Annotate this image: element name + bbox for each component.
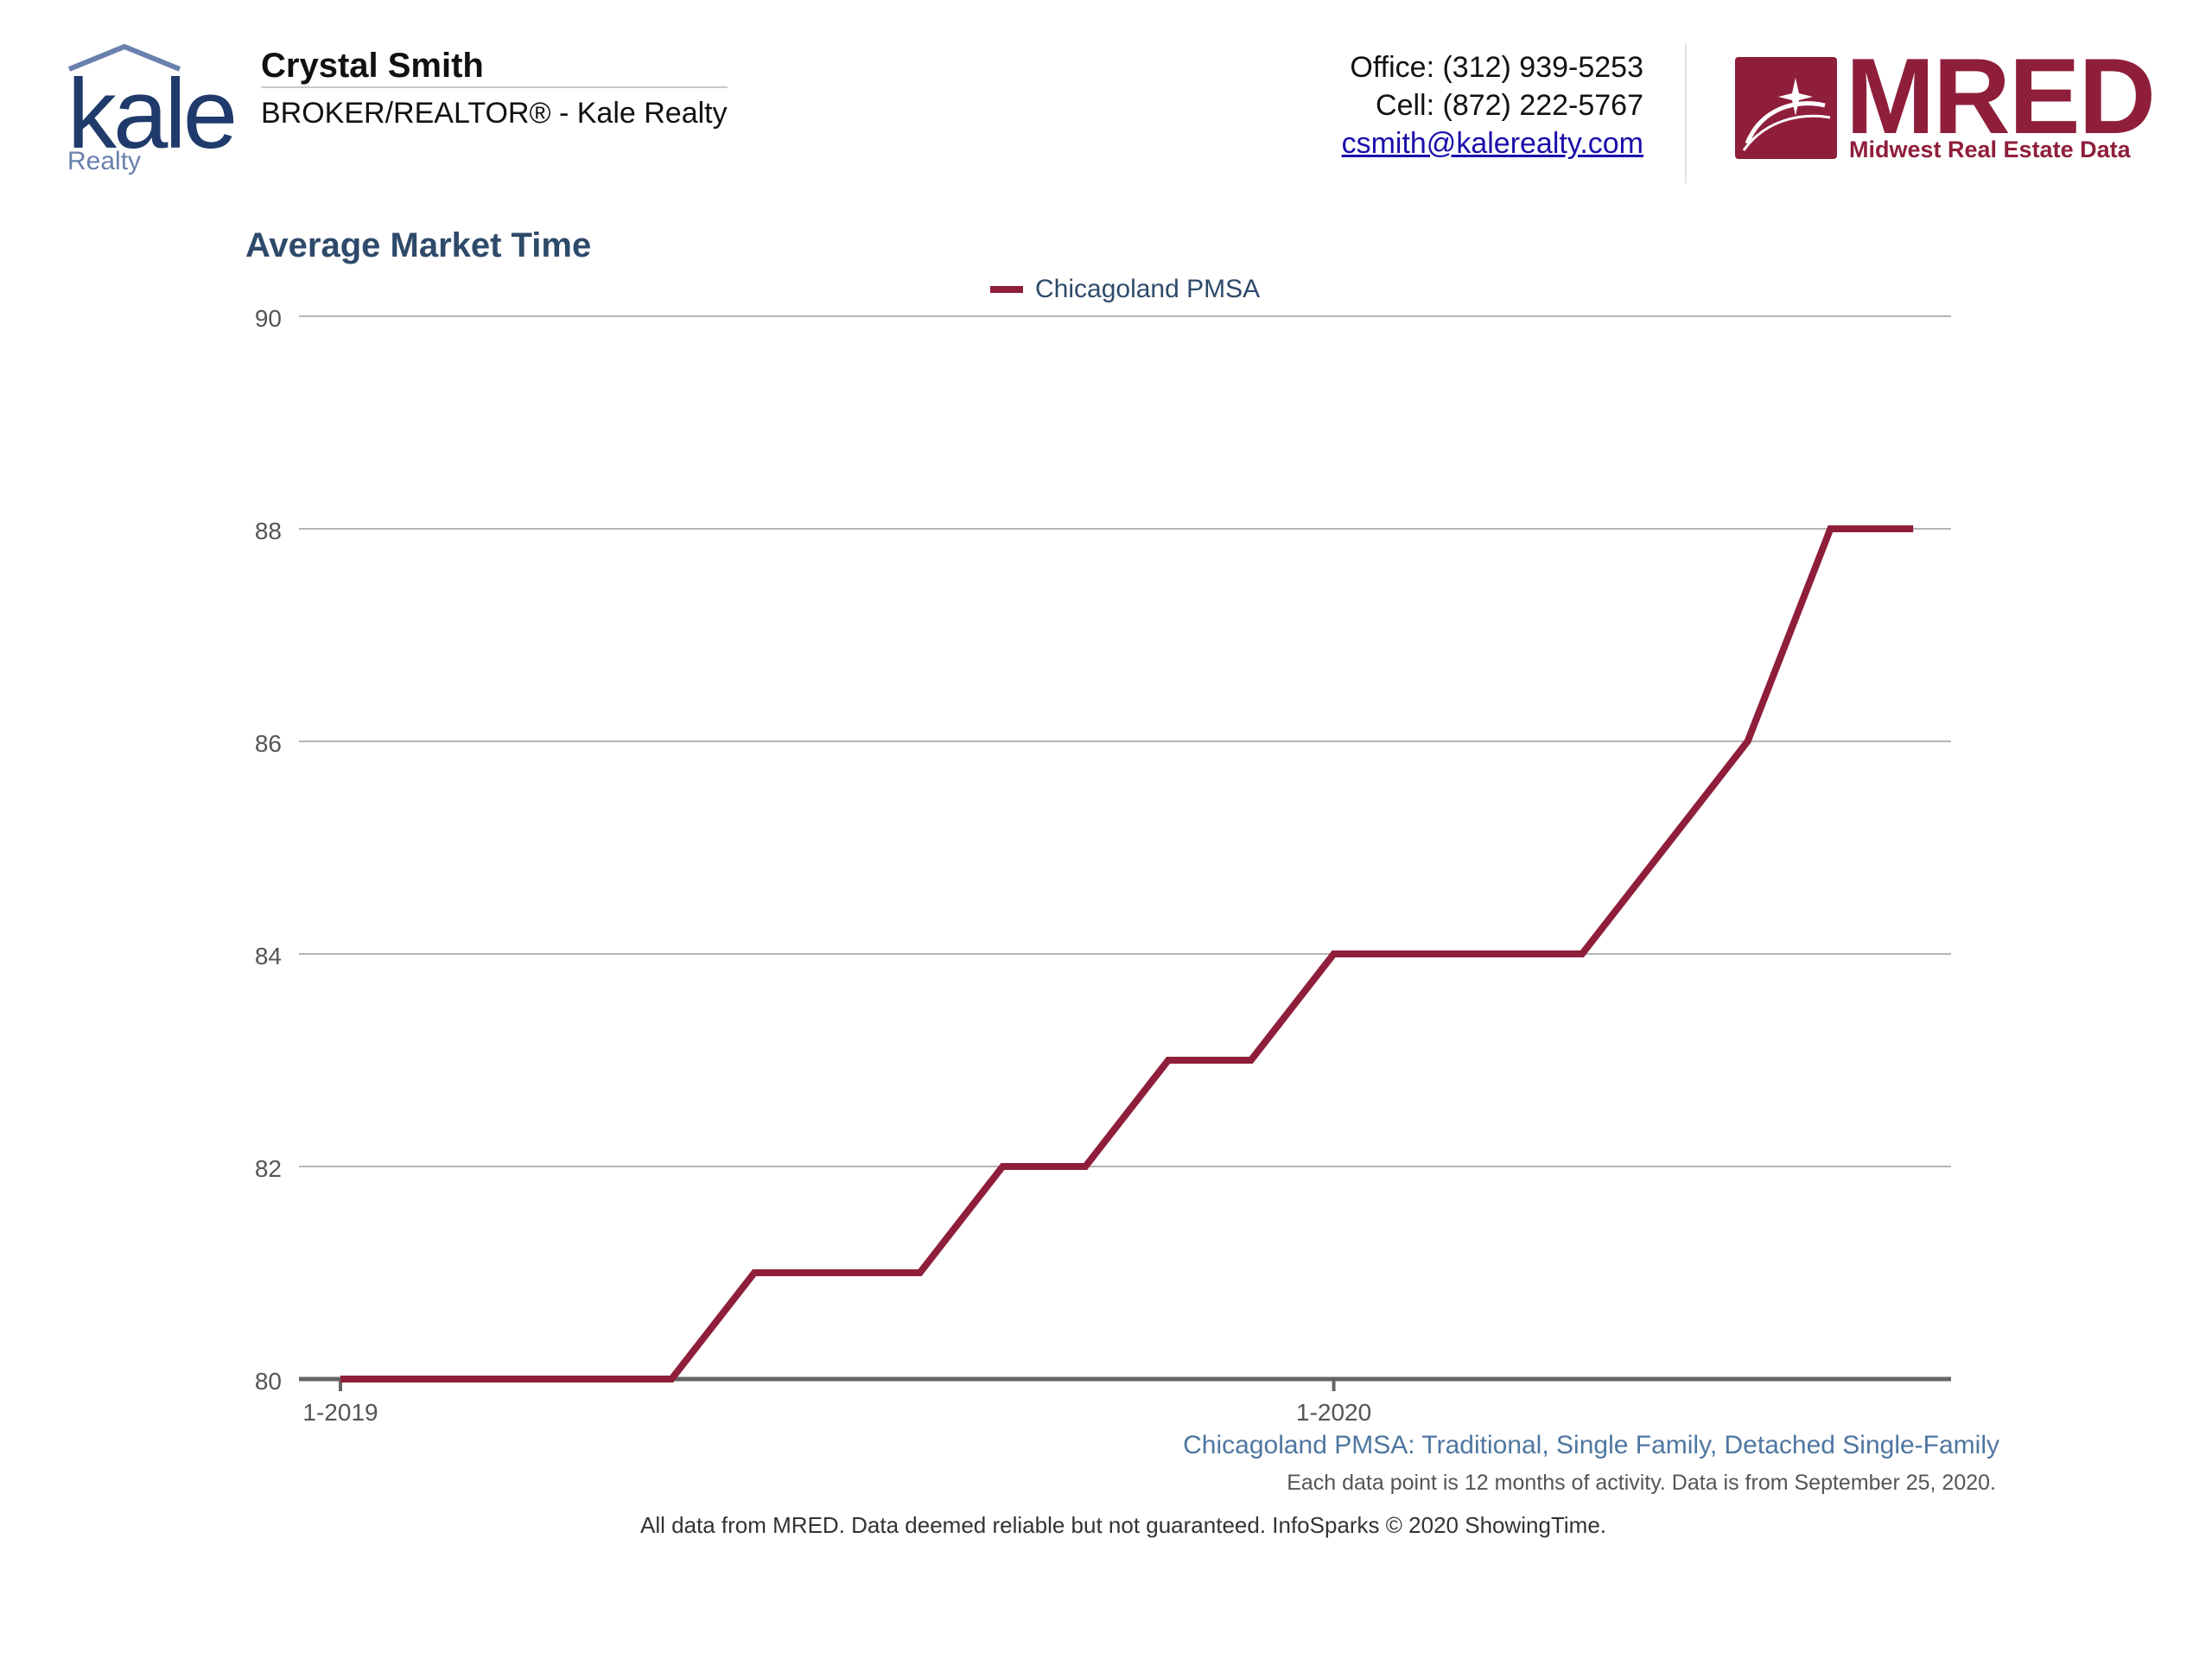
data-point <box>1829 528 1831 530</box>
agent-name: Crystal Smith <box>261 47 484 85</box>
divider <box>261 86 728 88</box>
logo-wordmark: kale <box>67 60 238 169</box>
disclaimer: All data from MRED. Data deemed reliable… <box>639 1512 1606 1538</box>
data-point <box>588 1378 589 1380</box>
y-tick-label: 90 <box>255 305 282 332</box>
legend-label: Chicagoland PMSA <box>1035 275 1261 303</box>
data-point <box>1498 953 1500 955</box>
data-point <box>1333 953 1335 955</box>
mred-wordmark: MRED <box>1846 37 2156 156</box>
kale-realty-logo: kale Realty <box>64 43 245 175</box>
chart-legend: Chicagoland PMSA <box>990 275 1260 304</box>
header-divider <box>1685 43 1687 183</box>
chart-caption: Chicagoland PMSA: Traditional, Single Fa… <box>1183 1431 1999 1459</box>
x-tick-label: 1-2019 <box>302 1399 378 1426</box>
y-tick-label: 88 <box>255 518 282 544</box>
data-point <box>340 1378 341 1380</box>
data-point <box>1415 953 1417 955</box>
data-point <box>836 1272 838 1274</box>
house-roof-icon <box>67 43 181 72</box>
legend-swatch <box>990 286 1023 293</box>
star-swoosh-icon <box>1742 78 1831 151</box>
data-point <box>423 1378 424 1380</box>
x-tick-label: 1-2020 <box>1296 1399 1371 1426</box>
cell-phone: Cell: (872) 222-5767 <box>1376 89 1643 122</box>
data-point <box>1664 847 1666 849</box>
data-point <box>1250 1059 1252 1061</box>
data-point <box>671 1378 672 1380</box>
email-link[interactable]: csmith@kalerealty.com <box>1341 127 1643 160</box>
y-tick-label: 82 <box>255 1155 282 1182</box>
contact-block: Office: (312) 939-5253 Cell: (872) 222-5… <box>1342 48 1643 162</box>
agent-title: BROKER/REALTOR® - Kale Realty <box>261 97 728 130</box>
office-phone: Office: (312) 939-5253 <box>1350 51 1643 84</box>
data-point <box>1581 953 1583 955</box>
y-tick-label: 86 <box>255 730 282 757</box>
y-tick-label: 80 <box>255 1368 282 1395</box>
logo-subtext: Realty <box>67 147 142 175</box>
data-point <box>919 1272 921 1274</box>
chart-note: Each data point is 12 months of activity… <box>1287 1471 1996 1495</box>
data-point <box>1747 741 1749 742</box>
data-point <box>753 1272 755 1274</box>
data-point <box>1167 1059 1169 1061</box>
chart-title: Average Market Time <box>245 226 592 264</box>
data-point <box>1912 528 1914 530</box>
data-point <box>1084 1166 1086 1167</box>
data-point <box>1001 1166 1003 1167</box>
series-line-chicagoland-pmsa <box>340 525 1914 1382</box>
data-point <box>505 1378 507 1380</box>
mred-tagline: Midwest Real Estate Data <box>1849 137 2131 162</box>
mred-logo-mark <box>1735 57 1837 159</box>
y-tick-label: 84 <box>255 943 282 969</box>
